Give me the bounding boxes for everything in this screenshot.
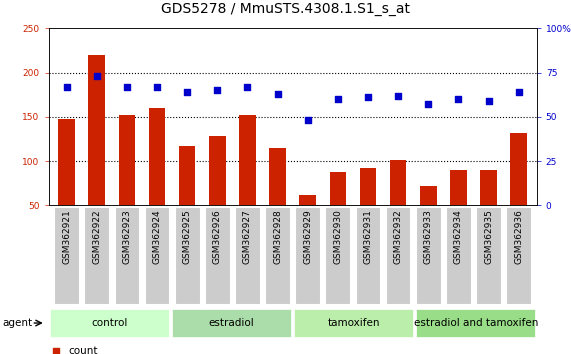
Bar	[239, 115, 256, 205]
Point	[393, 93, 403, 98]
Point	[213, 87, 222, 93]
Point	[243, 84, 252, 90]
FancyBboxPatch shape	[205, 207, 230, 304]
FancyBboxPatch shape	[175, 207, 199, 304]
Text: GSM362931: GSM362931	[364, 209, 372, 264]
Bar	[119, 115, 135, 205]
Text: estradiol and tamoxifen: estradiol and tamoxifen	[413, 318, 538, 328]
Point	[514, 89, 523, 95]
Bar	[510, 133, 527, 205]
FancyBboxPatch shape	[506, 207, 531, 304]
Point	[424, 102, 433, 107]
FancyBboxPatch shape	[115, 207, 139, 304]
Bar	[299, 195, 316, 205]
Bar	[390, 160, 407, 205]
Point	[62, 84, 71, 90]
Text: GSM362922: GSM362922	[93, 209, 101, 264]
Point	[183, 89, 192, 95]
Text: GSM362927: GSM362927	[243, 209, 252, 264]
FancyBboxPatch shape	[386, 207, 411, 304]
Text: GSM362934: GSM362934	[454, 209, 463, 264]
Point	[122, 84, 131, 90]
Point	[273, 91, 282, 97]
Text: GSM362929: GSM362929	[303, 209, 312, 264]
Text: GSM362924: GSM362924	[152, 209, 162, 264]
FancyBboxPatch shape	[294, 309, 413, 337]
Text: GSM362925: GSM362925	[183, 209, 192, 264]
Bar	[179, 146, 195, 205]
Bar	[58, 119, 75, 205]
Point	[152, 84, 162, 90]
Text: GDS5278 / MmuSTS.4308.1.S1_s_at: GDS5278 / MmuSTS.4308.1.S1_s_at	[161, 2, 410, 16]
Text: GSM362923: GSM362923	[122, 209, 131, 264]
Text: estradiol: estradiol	[209, 318, 255, 328]
FancyBboxPatch shape	[416, 309, 535, 337]
FancyBboxPatch shape	[50, 309, 169, 337]
Bar	[329, 172, 346, 205]
FancyBboxPatch shape	[265, 207, 290, 304]
Point	[333, 96, 343, 102]
Text: count: count	[68, 346, 98, 354]
FancyBboxPatch shape	[235, 207, 260, 304]
Text: GSM362926: GSM362926	[213, 209, 222, 264]
Text: GSM362936: GSM362936	[514, 209, 523, 264]
Point	[484, 98, 493, 104]
FancyBboxPatch shape	[476, 207, 501, 304]
Bar	[480, 170, 497, 205]
FancyBboxPatch shape	[446, 207, 471, 304]
Text: GSM362928: GSM362928	[273, 209, 282, 264]
Bar	[450, 170, 467, 205]
FancyBboxPatch shape	[54, 207, 79, 304]
FancyBboxPatch shape	[325, 207, 350, 304]
Point	[363, 95, 372, 100]
Text: tamoxifen: tamoxifen	[327, 318, 380, 328]
Bar	[209, 136, 226, 205]
Bar	[89, 55, 105, 205]
Bar	[360, 168, 376, 205]
FancyBboxPatch shape	[172, 309, 291, 337]
FancyBboxPatch shape	[416, 207, 441, 304]
FancyBboxPatch shape	[144, 207, 170, 304]
Text: GSM362930: GSM362930	[333, 209, 343, 264]
FancyBboxPatch shape	[295, 207, 320, 304]
Text: agent: agent	[2, 318, 33, 328]
Text: GSM362921: GSM362921	[62, 209, 71, 264]
Point	[454, 96, 463, 102]
Bar	[148, 108, 166, 205]
Bar	[270, 148, 286, 205]
Point	[51, 348, 61, 354]
Text: GSM362932: GSM362932	[393, 209, 403, 264]
FancyBboxPatch shape	[356, 207, 380, 304]
Text: GSM362933: GSM362933	[424, 209, 433, 264]
FancyBboxPatch shape	[85, 207, 109, 304]
Point	[303, 118, 312, 123]
Text: GSM362935: GSM362935	[484, 209, 493, 264]
Bar	[420, 186, 437, 205]
Point	[92, 73, 101, 79]
Text: control: control	[91, 318, 128, 328]
